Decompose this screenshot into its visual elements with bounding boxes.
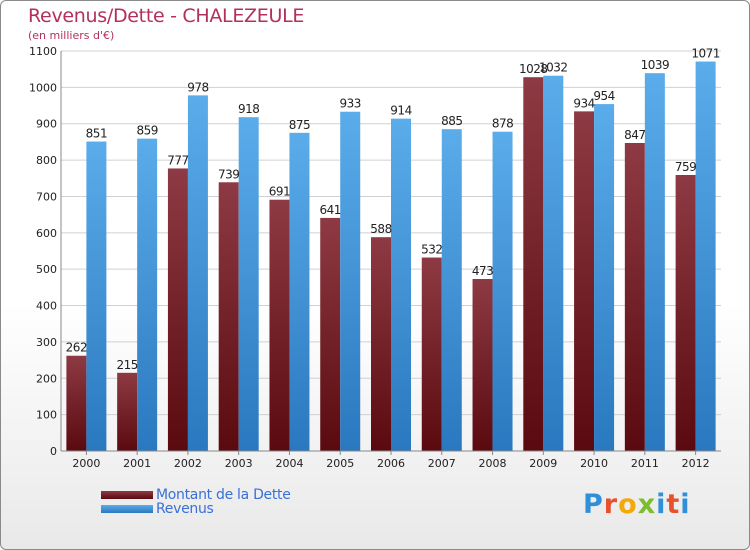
- bar-revenus: [594, 104, 615, 451]
- data-label-dette: 473: [472, 264, 493, 278]
- x-tick-label: 2001: [123, 457, 151, 470]
- legend-label-dette: Montant de la Dette: [156, 487, 291, 503]
- x-tick-label: 2005: [326, 457, 354, 470]
- x-tick-label: 2007: [428, 457, 456, 470]
- legend: Montant de la Dette Revenus: [101, 488, 291, 516]
- legend-item-revenus: Revenus: [101, 502, 291, 516]
- bar-dette: [523, 77, 544, 451]
- x-tick-label: 2000: [72, 457, 100, 470]
- x-tick-label: 2003: [225, 457, 253, 470]
- logo-letter: i: [680, 489, 691, 520]
- labels-layer: 262 851 215 859 777 978 739 918 691 875 641 933 588 9…: [66, 47, 721, 372]
- logo-letter: t: [666, 489, 681, 520]
- x-tick-label: 2002: [174, 457, 202, 470]
- data-label-dette: 759: [675, 160, 696, 174]
- bar-revenus: [238, 117, 259, 451]
- data-label-dette: 934: [573, 96, 594, 110]
- bar-dette: [624, 143, 645, 451]
- data-label-revenus: 1039: [641, 58, 670, 72]
- data-label-dette: 847: [624, 128, 645, 142]
- bar-revenus: [137, 138, 158, 452]
- logo-letter: x: [637, 489, 657, 520]
- legend-swatch-revenus: [101, 505, 153, 513]
- bar-revenus: [187, 95, 208, 451]
- logo-letter: o: [618, 489, 638, 520]
- bar-revenus: [695, 61, 716, 451]
- bar-dette: [675, 175, 696, 451]
- y-tick-label: 100: [36, 409, 57, 422]
- data-label-dette: 641: [320, 203, 341, 217]
- bar-revenus: [543, 75, 564, 452]
- data-label-dette: 262: [66, 341, 87, 355]
- bar-revenus: [644, 73, 665, 451]
- y-tick-label: 200: [36, 372, 57, 385]
- data-label-dette: 588: [370, 222, 391, 236]
- axis-layer: 0 100 200 300 400 500 600 700 800 900 1000 1100 2000…: [29, 45, 721, 470]
- data-label-revenus: 918: [238, 102, 259, 116]
- bar-dette: [66, 355, 87, 451]
- bar-revenus: [441, 129, 462, 451]
- data-label-revenus: 875: [289, 118, 310, 132]
- data-label-dette: 1028: [519, 62, 548, 76]
- y-tick-label: 1100: [29, 45, 57, 58]
- data-label-dette: 215: [116, 358, 137, 372]
- y-tick-label: 800: [36, 154, 57, 167]
- legend-swatch-dette: [101, 491, 153, 499]
- bar-dette: [320, 217, 341, 451]
- data-label-dette: 532: [421, 243, 442, 257]
- x-tick-label: 2004: [275, 457, 303, 470]
- legend-label-revenus: Revenus: [156, 501, 214, 517]
- bar-revenus: [289, 132, 310, 451]
- data-label-revenus: 933: [340, 97, 361, 111]
- data-label-dette: 739: [218, 167, 239, 181]
- data-label-revenus: 885: [441, 114, 462, 128]
- y-tick-label: 700: [36, 190, 57, 203]
- data-label-revenus: 859: [136, 124, 157, 138]
- y-tick-label: 0: [50, 445, 57, 458]
- x-tick-label: 2012: [682, 457, 710, 470]
- bar-dette: [117, 372, 138, 451]
- x-tick-label: 2008: [479, 457, 507, 470]
- y-tick-label: 900: [36, 118, 57, 131]
- chart-subtitle: (en milliers d'€): [28, 29, 115, 42]
- y-tick-label: 1000: [29, 81, 57, 94]
- bar-revenus: [391, 118, 411, 452]
- data-label-revenus: 978: [187, 80, 208, 94]
- y-tick-label: 500: [36, 263, 57, 276]
- y-tick-label: 600: [36, 227, 57, 240]
- logo-letter: P: [583, 489, 604, 520]
- bar-dette: [218, 182, 239, 452]
- y-tick-label: 400: [36, 300, 57, 313]
- bar-dette: [574, 111, 595, 451]
- bar-dette: [167, 168, 188, 452]
- bar-revenus: [86, 141, 107, 451]
- bar-dette: [472, 279, 493, 451]
- proxiti-logo: Proxiti: [583, 489, 691, 520]
- data-label-revenus: 954: [593, 89, 614, 103]
- bars-layer: [66, 61, 716, 452]
- bar-revenus: [492, 131, 513, 451]
- data-label-revenus: 851: [86, 127, 107, 141]
- y-tick-label: 300: [36, 336, 57, 349]
- x-tick-label: 2009: [529, 457, 557, 470]
- chart-title: Revenus/Dette - CHALEZEULE: [28, 5, 305, 27]
- bar-revenus: [340, 111, 361, 452]
- data-label-revenus: 914: [390, 104, 411, 118]
- x-tick-label: 2006: [377, 457, 405, 470]
- data-label-dette: 691: [269, 185, 290, 199]
- x-tick-label: 2010: [580, 457, 608, 470]
- legend-item-dette: Montant de la Dette: [101, 488, 291, 502]
- data-label-revenus: 1032: [539, 61, 568, 75]
- logo-letter: r: [603, 489, 619, 520]
- data-label-dette: 777: [167, 153, 188, 167]
- data-label-revenus: 1071: [691, 47, 720, 61]
- bar-dette: [269, 199, 290, 451]
- logo-letter: i: [656, 489, 667, 520]
- bar-dette: [371, 237, 391, 451]
- x-tick-label: 2011: [631, 457, 659, 470]
- data-label-revenus: 878: [492, 117, 513, 131]
- bar-dette: [421, 257, 442, 451]
